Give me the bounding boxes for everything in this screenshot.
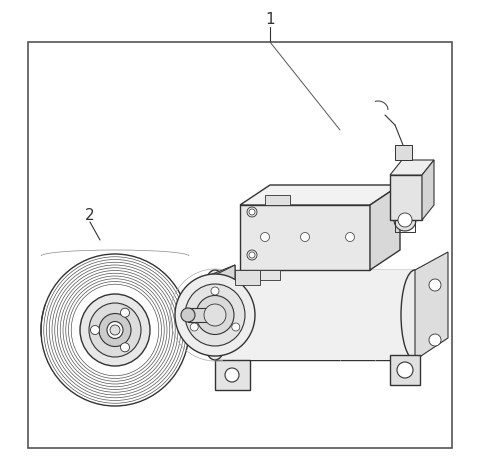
Ellipse shape [80,294,150,366]
Ellipse shape [232,323,240,331]
Ellipse shape [107,321,123,339]
Polygon shape [415,252,448,360]
Polygon shape [390,160,434,175]
Ellipse shape [185,284,245,346]
Ellipse shape [346,232,355,241]
Polygon shape [240,185,400,205]
Polygon shape [195,265,235,305]
Polygon shape [370,185,400,270]
Ellipse shape [397,362,413,378]
Ellipse shape [89,303,141,357]
Polygon shape [188,308,215,322]
Ellipse shape [247,207,257,217]
Ellipse shape [91,326,99,334]
Ellipse shape [181,308,195,322]
Polygon shape [422,160,434,220]
Polygon shape [240,205,370,270]
Ellipse shape [196,295,234,334]
Ellipse shape [249,252,255,258]
Polygon shape [265,195,290,205]
Text: 2: 2 [85,207,95,222]
Ellipse shape [41,254,189,406]
Polygon shape [390,175,422,220]
Polygon shape [390,355,420,385]
Polygon shape [210,265,235,330]
Ellipse shape [429,334,441,346]
Ellipse shape [204,304,226,326]
Ellipse shape [261,232,269,241]
Polygon shape [260,270,280,280]
Ellipse shape [120,308,130,317]
Text: 1: 1 [265,13,275,27]
Polygon shape [395,145,412,160]
Ellipse shape [398,213,412,227]
Ellipse shape [394,209,416,231]
Ellipse shape [249,209,255,215]
Polygon shape [28,42,452,448]
Polygon shape [215,360,250,390]
Ellipse shape [120,343,130,352]
Ellipse shape [199,270,231,360]
Polygon shape [215,270,415,360]
Ellipse shape [247,250,257,260]
Polygon shape [235,270,260,285]
Ellipse shape [429,279,441,291]
Ellipse shape [175,274,255,356]
Ellipse shape [401,270,429,360]
Ellipse shape [300,232,310,241]
Ellipse shape [225,368,239,382]
Ellipse shape [190,323,198,331]
Ellipse shape [99,313,131,346]
Ellipse shape [211,287,219,295]
Ellipse shape [110,325,120,335]
